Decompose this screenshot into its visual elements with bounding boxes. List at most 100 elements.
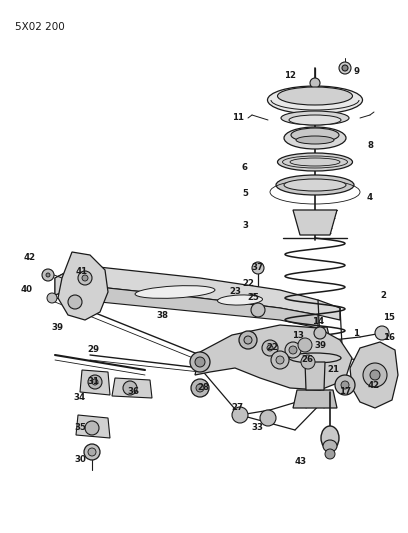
Ellipse shape bbox=[217, 295, 262, 305]
Circle shape bbox=[285, 342, 301, 358]
Circle shape bbox=[363, 363, 387, 387]
Circle shape bbox=[47, 293, 57, 303]
Polygon shape bbox=[80, 285, 318, 328]
Text: 6: 6 bbox=[242, 164, 248, 173]
Text: 23: 23 bbox=[229, 287, 241, 295]
Circle shape bbox=[271, 351, 289, 369]
Text: 36: 36 bbox=[127, 387, 139, 397]
Text: 40: 40 bbox=[21, 286, 33, 295]
Circle shape bbox=[298, 338, 312, 352]
Text: 29: 29 bbox=[87, 345, 99, 354]
Circle shape bbox=[325, 449, 335, 459]
Text: 22: 22 bbox=[242, 279, 254, 288]
Ellipse shape bbox=[276, 175, 354, 195]
Circle shape bbox=[267, 345, 273, 351]
Text: 37: 37 bbox=[252, 263, 264, 272]
Circle shape bbox=[335, 375, 355, 395]
Text: 31: 31 bbox=[87, 377, 99, 386]
Text: 16: 16 bbox=[383, 334, 395, 343]
Circle shape bbox=[262, 340, 278, 356]
Polygon shape bbox=[76, 415, 110, 438]
Ellipse shape bbox=[291, 128, 339, 142]
Circle shape bbox=[301, 355, 315, 369]
Text: 2: 2 bbox=[380, 292, 386, 301]
Polygon shape bbox=[55, 265, 80, 295]
Circle shape bbox=[289, 346, 297, 354]
Ellipse shape bbox=[277, 153, 353, 171]
Circle shape bbox=[84, 444, 100, 460]
Text: 26: 26 bbox=[301, 356, 313, 365]
Circle shape bbox=[85, 421, 99, 435]
Text: 3: 3 bbox=[242, 222, 248, 230]
Circle shape bbox=[341, 381, 349, 389]
Circle shape bbox=[42, 269, 54, 281]
Text: 34: 34 bbox=[74, 393, 86, 402]
Circle shape bbox=[276, 356, 284, 364]
Text: 22: 22 bbox=[266, 343, 278, 351]
Ellipse shape bbox=[289, 115, 341, 125]
Circle shape bbox=[249, 294, 257, 302]
Text: 43: 43 bbox=[295, 457, 307, 466]
Text: 39: 39 bbox=[314, 341, 326, 350]
Text: 41: 41 bbox=[76, 268, 88, 277]
Circle shape bbox=[92, 379, 98, 385]
Circle shape bbox=[339, 62, 351, 74]
Text: 39: 39 bbox=[51, 324, 63, 333]
Circle shape bbox=[190, 352, 210, 372]
Circle shape bbox=[244, 336, 252, 344]
Text: 12: 12 bbox=[284, 70, 296, 79]
Circle shape bbox=[191, 379, 209, 397]
Ellipse shape bbox=[323, 440, 337, 452]
Text: 21: 21 bbox=[327, 366, 339, 375]
Polygon shape bbox=[58, 252, 108, 320]
Ellipse shape bbox=[284, 127, 346, 149]
Circle shape bbox=[375, 358, 389, 372]
Polygon shape bbox=[80, 370, 110, 395]
Ellipse shape bbox=[289, 353, 341, 363]
Circle shape bbox=[46, 273, 50, 277]
Polygon shape bbox=[293, 210, 337, 235]
Polygon shape bbox=[305, 362, 325, 390]
Text: 14: 14 bbox=[312, 318, 324, 327]
Circle shape bbox=[82, 275, 88, 281]
Polygon shape bbox=[350, 342, 398, 408]
Text: 5X02 200: 5X02 200 bbox=[15, 22, 65, 32]
Polygon shape bbox=[295, 327, 333, 370]
Ellipse shape bbox=[321, 426, 339, 450]
Text: 30: 30 bbox=[74, 456, 86, 464]
Text: 8: 8 bbox=[367, 141, 373, 149]
Ellipse shape bbox=[268, 86, 362, 114]
Circle shape bbox=[68, 295, 82, 309]
Polygon shape bbox=[293, 390, 337, 408]
Ellipse shape bbox=[277, 87, 353, 105]
Polygon shape bbox=[55, 265, 340, 320]
Circle shape bbox=[251, 303, 265, 317]
Text: 28: 28 bbox=[197, 384, 209, 392]
Circle shape bbox=[239, 331, 257, 349]
Circle shape bbox=[88, 448, 96, 456]
Text: 17: 17 bbox=[339, 387, 351, 397]
Circle shape bbox=[310, 78, 320, 88]
Circle shape bbox=[123, 381, 137, 395]
Ellipse shape bbox=[281, 111, 349, 125]
Text: 9: 9 bbox=[354, 68, 360, 77]
Text: 42: 42 bbox=[24, 253, 36, 262]
Text: 11: 11 bbox=[232, 114, 244, 123]
Text: 4: 4 bbox=[367, 193, 373, 203]
Polygon shape bbox=[195, 325, 352, 390]
Circle shape bbox=[232, 407, 248, 423]
Circle shape bbox=[260, 410, 276, 426]
Circle shape bbox=[370, 370, 380, 380]
Text: 1: 1 bbox=[353, 328, 359, 337]
Polygon shape bbox=[112, 378, 152, 398]
Text: 38: 38 bbox=[156, 311, 168, 319]
Ellipse shape bbox=[296, 136, 334, 144]
Ellipse shape bbox=[284, 179, 346, 191]
Text: 5: 5 bbox=[242, 189, 248, 198]
Circle shape bbox=[342, 65, 348, 71]
Circle shape bbox=[314, 327, 326, 339]
Text: 42: 42 bbox=[368, 381, 380, 390]
Circle shape bbox=[196, 384, 204, 392]
Text: 35: 35 bbox=[74, 424, 86, 432]
Text: 25: 25 bbox=[247, 294, 259, 303]
